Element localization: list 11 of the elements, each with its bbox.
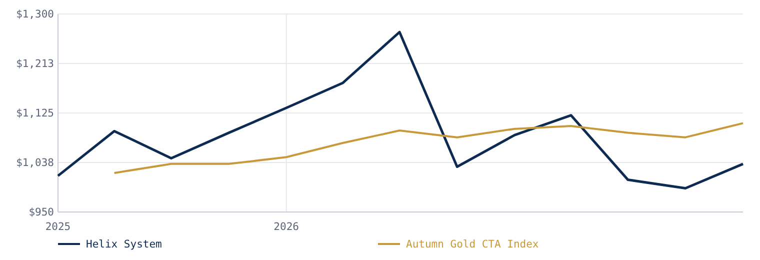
line-series <box>113 122 744 174</box>
legend-label: Autumn Gold CTA Index <box>406 238 539 251</box>
y-tick-label: $1,038 <box>16 157 54 170</box>
x-tick-label: 2026 <box>274 221 299 233</box>
x-tick-label: 2025 <box>45 221 71 233</box>
y-tick-label: $950 <box>28 206 54 219</box>
y-tick-label: $1,213 <box>16 58 54 70</box>
legend-label: Helix System <box>86 238 162 251</box>
line-series <box>56 30 744 190</box>
y-tick-label: $1,300 <box>16 8 54 21</box>
y-tick-label: $1,125 <box>16 108 54 120</box>
